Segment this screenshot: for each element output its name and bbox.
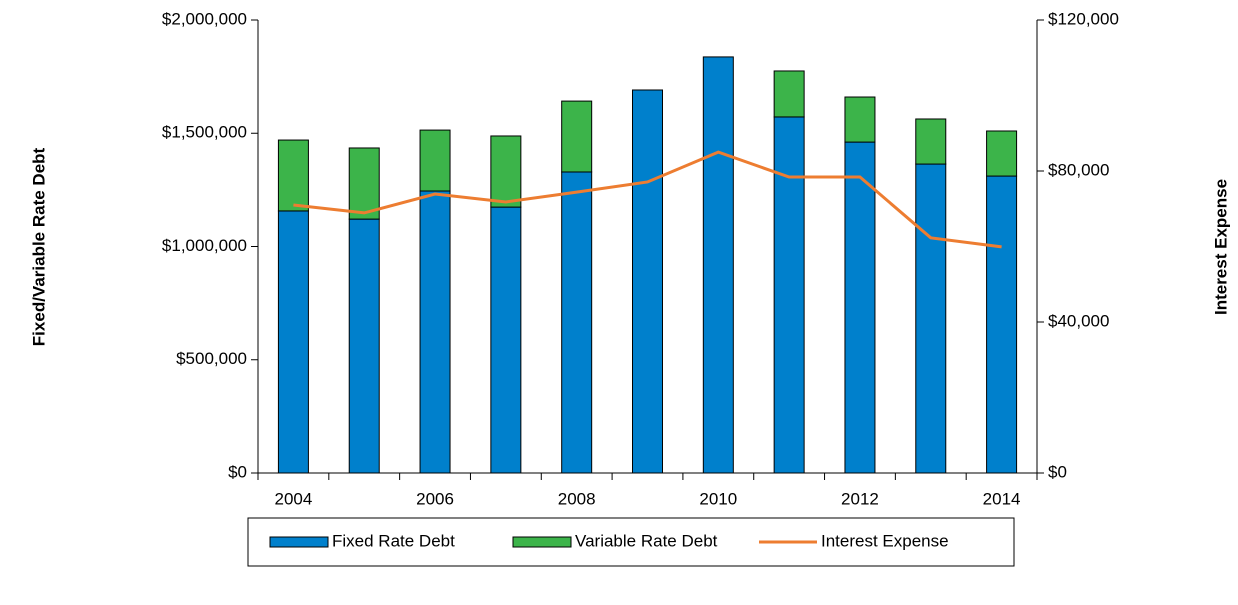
y-tick-label: $500,000 (176, 349, 247, 368)
legend-swatch (269, 536, 329, 548)
bar (561, 100, 593, 173)
bar (773, 70, 805, 118)
bar (419, 190, 451, 474)
bar (348, 147, 380, 220)
y2-tick-label: $0 (1048, 462, 1067, 481)
bar (277, 210, 309, 474)
y2-tick-label: $120,000 (1048, 9, 1119, 28)
bar (773, 116, 805, 474)
x-tick-label: 2004 (274, 489, 312, 508)
x-tick-label: 2010 (699, 489, 737, 508)
y2-tick-label: $80,000 (1048, 160, 1109, 179)
y-tick-label: $1,000,000 (162, 236, 247, 255)
bar (419, 129, 451, 192)
y-tick-label: $1,500,000 (162, 123, 247, 142)
x-tick-label: 2012 (841, 489, 879, 508)
bar (490, 135, 522, 208)
bar (561, 171, 593, 474)
x-tick-label: 2006 (416, 489, 454, 508)
line (293, 150, 1002, 249)
x-tick-label: 2008 (558, 489, 596, 508)
bar (844, 96, 876, 143)
legend-box (247, 517, 1015, 567)
y-tick-label: $0 (228, 462, 247, 481)
legend-label: Variable Rate Debt (575, 531, 718, 550)
bar (277, 139, 309, 212)
bar (915, 118, 947, 165)
legend-swatch (512, 536, 572, 548)
bar (632, 89, 663, 474)
y-axis-title: Fixed/Variable Rate Debt (29, 147, 48, 346)
bar (702, 56, 734, 474)
legend-label: Interest Expense (821, 531, 949, 550)
y-tick-label: $2,000,000 (162, 9, 247, 28)
y2-axis-title: Interest Expense (1211, 179, 1230, 315)
bar (986, 175, 1018, 474)
bar (348, 218, 380, 474)
legend-label: Fixed Rate Debt (332, 531, 455, 550)
bar (986, 130, 1018, 177)
bar (844, 141, 876, 474)
bar (490, 206, 522, 474)
bar (915, 163, 947, 474)
y2-tick-label: $40,000 (1048, 311, 1109, 330)
x-tick-label: 2014 (983, 489, 1021, 508)
